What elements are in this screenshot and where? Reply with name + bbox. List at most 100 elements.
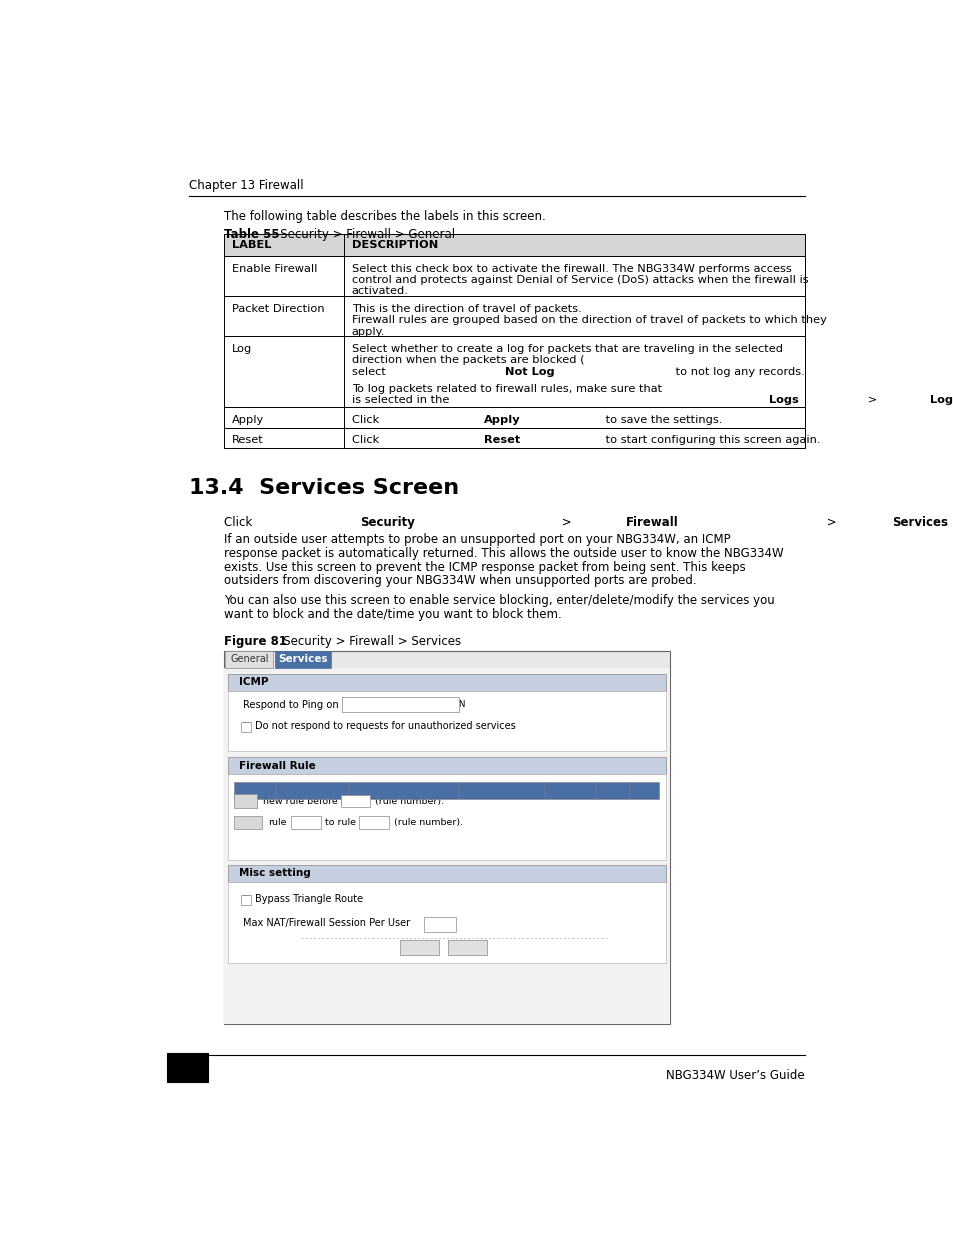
Bar — [359, 816, 389, 829]
Text: Security > Firewall > Services: Security > Firewall > Services — [272, 636, 460, 648]
Bar — [228, 690, 665, 751]
Text: 1: 1 — [347, 797, 353, 805]
Text: IP: IP — [497, 785, 506, 795]
Bar — [241, 722, 251, 732]
Bar — [291, 816, 320, 829]
Text: >: > — [863, 395, 881, 405]
Bar — [423, 916, 456, 932]
Text: LAN & WAN & Guest WLAN: LAN & WAN & Guest WLAN — [348, 700, 465, 709]
Text: to not log any records.: to not log any records. — [671, 367, 804, 377]
Text: Click: Click — [352, 415, 382, 425]
Text: Log: Log — [603, 785, 621, 795]
Bar — [224, 406, 804, 427]
Text: response packet is automatically returned. This allows the outside user to know : response packet is automatically returne… — [224, 547, 782, 559]
Text: NBG334W User’s Guide: NBG334W User’s Guide — [666, 1070, 804, 1082]
Bar — [225, 651, 274, 668]
Text: Enable Firewall: Enable Firewall — [232, 264, 316, 274]
Text: Click: Click — [224, 516, 255, 530]
Text: Select whether to create a log for packets that are traveling in the selected: Select whether to create a log for packe… — [352, 343, 781, 353]
Text: Reset: Reset — [232, 436, 263, 446]
Text: 1: 1 — [365, 818, 372, 827]
Bar — [341, 697, 459, 713]
Text: Packet Direction: Packet Direction — [232, 304, 324, 314]
Text: The following table describes the labels in this screen.: The following table describes the labels… — [224, 210, 545, 222]
Bar — [224, 296, 804, 336]
Bar — [228, 864, 665, 882]
Text: Move: Move — [235, 818, 260, 827]
Text: direction when the packets are blocked (: direction when the packets are blocked ( — [352, 356, 584, 366]
Text: Apply: Apply — [483, 415, 519, 425]
Bar — [224, 651, 669, 1024]
Text: control and protects against Denial of Service (DoS) attacks when the firewall i: control and protects against Denial of S… — [352, 275, 807, 285]
Text: outsiders from discovering your NBG334W when unsupported ports are probed.: outsiders from discovering your NBG334W … — [224, 574, 696, 588]
Text: General: General — [230, 655, 269, 664]
Bar — [448, 940, 486, 955]
Text: Modify: Modify — [627, 785, 661, 795]
Text: LABEL: LABEL — [232, 241, 271, 251]
Text: Reset: Reset — [454, 942, 481, 952]
Text: Not Log: Not Log — [505, 367, 555, 377]
Bar — [224, 668, 669, 1024]
Bar — [399, 940, 438, 955]
Bar — [241, 895, 251, 905]
Text: new rule before rule: new rule before rule — [263, 797, 359, 805]
Text: ☑: ☑ — [241, 895, 251, 905]
Text: Log Settings: Log Settings — [929, 395, 953, 405]
Bar — [224, 427, 804, 448]
Text: Reset: Reset — [483, 436, 519, 446]
Text: Services: Services — [278, 655, 328, 664]
Bar — [233, 815, 261, 830]
Text: Chapter 13 Firewall: Chapter 13 Firewall — [189, 179, 303, 191]
Text: 146: 146 — [169, 1058, 206, 1077]
Text: Add: Add — [236, 797, 254, 805]
Bar — [224, 668, 669, 1024]
Text: (rule number).: (rule number). — [375, 797, 444, 805]
Text: #: # — [262, 785, 270, 795]
Text: Logs: Logs — [768, 395, 798, 405]
Text: to save the settings.: to save the settings. — [602, 415, 722, 425]
Text: to rule: to rule — [325, 818, 356, 827]
Bar — [167, 1053, 208, 1082]
Bar — [274, 651, 331, 668]
Bar — [224, 235, 804, 256]
Text: to start configuring this screen again.: to start configuring this screen again. — [602, 436, 821, 446]
Text: Misc setting: Misc setting — [239, 868, 311, 878]
Text: Active: Active — [296, 785, 328, 795]
Text: >: > — [558, 516, 575, 530]
Text: want to block and the date/time you want to block them.: want to block and the date/time you want… — [224, 608, 561, 621]
Text: ▼: ▼ — [450, 700, 456, 709]
Text: exists. Use this screen to prevent the ICMP response packet from being sent. Thi: exists. Use this screen to prevent the I… — [224, 561, 745, 573]
Text: Security > Firewall > General: Security > Firewall > General — [269, 228, 455, 241]
Bar — [228, 757, 665, 774]
Text: DESCRIPTION: DESCRIPTION — [352, 241, 437, 251]
Text: activated.: activated. — [352, 287, 408, 296]
Text: If an outside user attempts to probe an unsupported port on your NBG334W, an ICM: If an outside user attempts to probe an … — [224, 534, 730, 546]
Text: Select this check box to activate the firewall. The NBG334W performs access: Select this check box to activate the fi… — [352, 264, 791, 274]
Text: This is the direction of travel of packets.: This is the direction of travel of packe… — [352, 304, 581, 314]
Text: apply.: apply. — [352, 326, 385, 336]
Text: Security: Security — [360, 516, 415, 530]
Text: >: > — [822, 516, 840, 530]
Text: is selected in the: is selected in the — [352, 395, 453, 405]
Text: To log packets related to firewall rules, make sure that: To log packets related to firewall rules… — [352, 384, 665, 394]
Text: Services: Services — [891, 516, 946, 530]
Text: 1: 1 — [297, 818, 303, 827]
Text: Respond to Ping on: Respond to Ping on — [243, 700, 338, 710]
Text: Firewall Rule: Firewall Rule — [239, 761, 315, 771]
Text: Log: Log — [232, 343, 252, 353]
Bar — [228, 674, 665, 690]
Text: Table 55: Table 55 — [224, 228, 279, 241]
Text: You can also use this screen to enable service blocking, enter/delete/modify the: You can also use this screen to enable s… — [224, 594, 774, 608]
Text: Figure 81: Figure 81 — [224, 636, 287, 648]
Text: Firewall: Firewall — [625, 516, 679, 530]
Bar — [233, 782, 659, 799]
Text: 13.4  Services Screen: 13.4 Services Screen — [189, 478, 458, 498]
Text: select: select — [352, 367, 389, 377]
Text: Firewall rules are grouped based on the direction of travel of packets to which : Firewall rules are grouped based on the … — [352, 315, 825, 325]
Text: Bypass Triangle Route: Bypass Triangle Route — [254, 894, 363, 904]
Text: (rule number).: (rule number). — [394, 818, 462, 827]
Text: Schedule: Schedule — [546, 785, 593, 795]
Text: Service Name: Service Name — [369, 785, 438, 795]
Bar — [233, 794, 257, 808]
Text: ☑: ☑ — [241, 722, 251, 732]
